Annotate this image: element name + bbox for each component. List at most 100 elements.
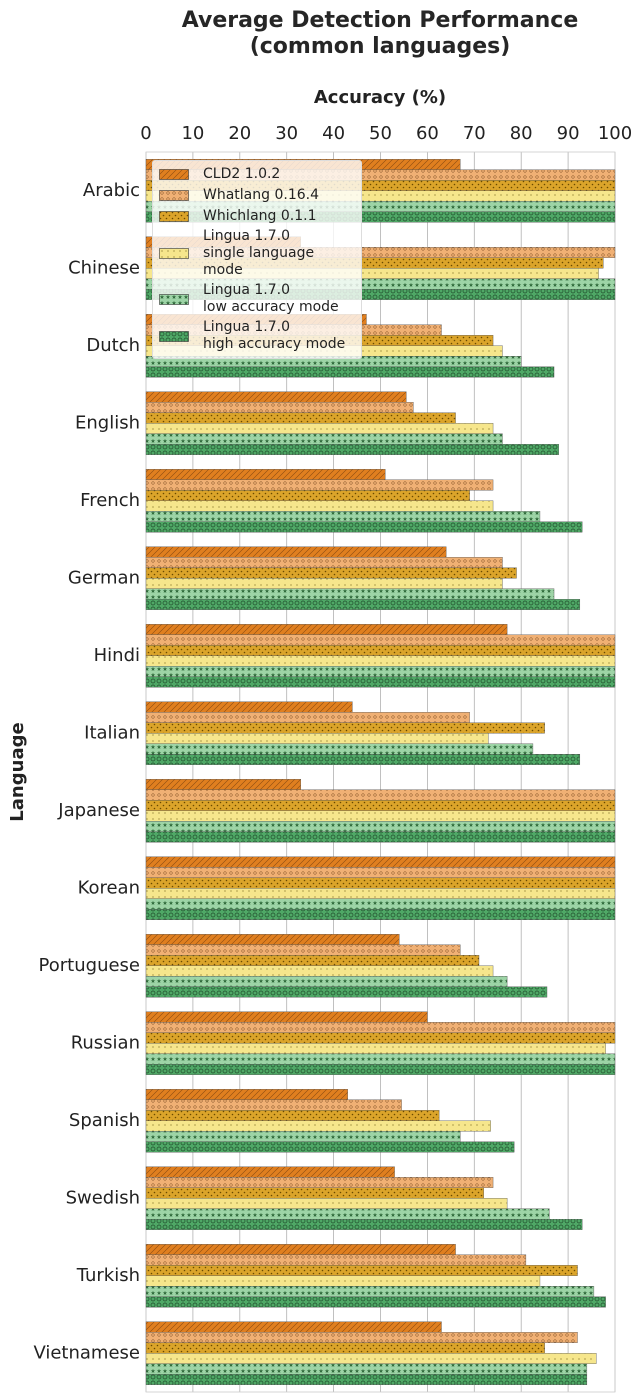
y-tick-label: Chinese bbox=[68, 257, 140, 278]
bar bbox=[145, 1286, 595, 1297]
x-tick-label: 30 bbox=[275, 123, 298, 144]
bar bbox=[145, 1198, 508, 1209]
y-tick-label: English bbox=[75, 412, 140, 433]
bar bbox=[145, 490, 470, 501]
bar bbox=[145, 1053, 616, 1065]
bar bbox=[145, 557, 503, 568]
x-tick-label: 80 bbox=[510, 123, 533, 144]
y-tick-label: German bbox=[68, 567, 140, 588]
legend-label: CLD2 1.0.2 bbox=[203, 165, 281, 182]
bar bbox=[145, 391, 407, 403]
bar bbox=[145, 469, 386, 480]
bar bbox=[145, 645, 616, 656]
x-tick-label: 10 bbox=[181, 123, 204, 144]
bar bbox=[145, 1219, 583, 1230]
bar bbox=[145, 634, 616, 646]
bar bbox=[145, 789, 616, 801]
legend-swatch bbox=[159, 248, 189, 259]
bar bbox=[145, 1363, 588, 1375]
y-tick-label: Dutch bbox=[86, 335, 140, 356]
bar bbox=[145, 800, 616, 811]
bar bbox=[145, 779, 301, 790]
y-tick-label: Italian bbox=[84, 722, 140, 743]
legend-swatch bbox=[159, 330, 189, 342]
legend-label: Lingua 1.7.0 low accuracy mode bbox=[203, 282, 339, 315]
bar bbox=[145, 1321, 442, 1333]
legend-swatch bbox=[159, 189, 189, 201]
bar bbox=[145, 733, 489, 744]
bar bbox=[145, 743, 534, 755]
bar bbox=[145, 423, 494, 434]
legend-item: Whichlang 0.1.1 bbox=[159, 207, 355, 225]
bar bbox=[145, 1208, 550, 1220]
bar bbox=[145, 1131, 461, 1142]
legend-label: Whatlang 0.16.4 bbox=[203, 186, 319, 203]
bar bbox=[145, 412, 456, 424]
y-tick-label: Spanish bbox=[69, 1110, 140, 1131]
bar bbox=[145, 909, 616, 920]
bar bbox=[145, 1177, 494, 1188]
y-tick-label: Turkish bbox=[76, 1265, 140, 1286]
bar bbox=[145, 1022, 616, 1033]
bar bbox=[145, 1296, 606, 1308]
chart-title: Average Detection Performance (common la… bbox=[181, 8, 579, 59]
bar bbox=[145, 712, 470, 723]
bar bbox=[145, 955, 480, 966]
bar bbox=[145, 754, 581, 765]
plot-frame bbox=[145, 151, 616, 1393]
bar bbox=[145, 898, 616, 910]
bar bbox=[145, 521, 583, 533]
bar bbox=[145, 1187, 484, 1199]
bar bbox=[145, 1141, 515, 1153]
legend-swatch bbox=[159, 210, 189, 222]
legend-label: Lingua 1.7.0 single language mode bbox=[203, 228, 315, 278]
legend-item: Lingua 1.7.0 high accuracy mode bbox=[159, 319, 355, 353]
bar bbox=[145, 1110, 440, 1121]
legend-label: Whichlang 0.1.1 bbox=[203, 207, 317, 224]
bar bbox=[145, 1043, 606, 1054]
bar bbox=[145, 867, 616, 878]
bar bbox=[145, 511, 541, 522]
y-tick-label: Portuguese bbox=[39, 955, 140, 976]
bar bbox=[145, 1374, 588, 1385]
bar bbox=[145, 1064, 616, 1075]
bar bbox=[145, 1265, 578, 1276]
bar bbox=[145, 444, 559, 455]
bar bbox=[145, 701, 353, 713]
legend-item: Lingua 1.7.0 low accuracy mode bbox=[159, 282, 355, 316]
legend-label: Lingua 1.7.0 high accuracy mode bbox=[203, 319, 346, 352]
bar bbox=[145, 1342, 545, 1354]
bar bbox=[145, 1275, 541, 1287]
y-axis-label: Language bbox=[7, 722, 28, 821]
bar bbox=[145, 624, 508, 635]
legend-swatch bbox=[159, 293, 189, 305]
bar bbox=[145, 1011, 428, 1023]
bar bbox=[145, 666, 616, 677]
bar bbox=[145, 877, 616, 889]
bar bbox=[145, 1353, 597, 1364]
bar bbox=[145, 546, 447, 558]
y-tick-label: Arabic bbox=[83, 180, 140, 201]
legend-item: Whatlang 0.16.4 bbox=[159, 186, 355, 204]
bar bbox=[145, 1032, 616, 1044]
legend-swatch bbox=[159, 168, 189, 180]
bar bbox=[145, 1089, 348, 1100]
bar bbox=[145, 1254, 527, 1266]
bar bbox=[145, 599, 581, 610]
x-tick-label: 50 bbox=[369, 123, 392, 144]
bar bbox=[145, 433, 503, 445]
x-tick-label: 20 bbox=[228, 123, 251, 144]
bar bbox=[145, 831, 616, 843]
bar bbox=[145, 934, 400, 945]
bar bbox=[145, 211, 616, 223]
y-tick-label: Korean bbox=[78, 877, 140, 898]
bar bbox=[145, 810, 616, 822]
bar bbox=[145, 289, 616, 300]
bar bbox=[145, 821, 616, 832]
bar bbox=[145, 986, 548, 998]
x-tick-label: 70 bbox=[463, 123, 486, 144]
bar bbox=[145, 856, 616, 868]
legend: CLD2 1.0.2 Whatlang 0.16.4 Whichlang 0.1.1… bbox=[152, 160, 362, 359]
bar bbox=[145, 655, 616, 667]
